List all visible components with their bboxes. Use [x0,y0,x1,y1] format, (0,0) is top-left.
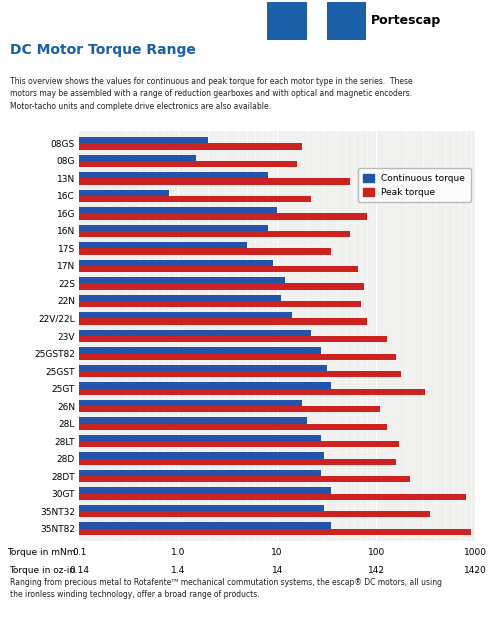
Bar [312,2,322,40]
Bar [0,476,410,482]
Bar [0,435,321,441]
Text: 1.4: 1.4 [171,566,185,575]
Bar [0,493,466,500]
Bar [0,155,196,161]
Bar [0,336,388,342]
Legend: Continuous torque, Peak torque: Continuous torque, Peak torque [358,168,471,202]
Bar [0,382,331,388]
Text: 1420: 1420 [464,566,487,575]
Text: 1000: 1000 [464,548,487,557]
Bar [0,248,331,255]
Bar [0,161,297,167]
Bar [0,371,401,377]
Text: 10: 10 [271,548,283,557]
Text: DC Motor Torque Range: DC Motor Torque Range [10,43,196,57]
Bar [0,353,396,360]
Text: 0.1: 0.1 [72,548,87,557]
Bar [0,505,324,511]
Bar [267,2,307,40]
Bar [0,196,311,202]
Bar [0,284,364,290]
Bar [0,488,331,493]
Bar [0,441,399,447]
Bar [327,2,366,40]
Text: Torque in oz-in: Torque in oz-in [9,566,75,575]
Bar [0,388,425,395]
Bar [0,319,367,324]
Bar [0,424,388,429]
Bar [0,458,396,465]
Text: Portescap: Portescap [371,14,442,28]
Text: 1.0: 1.0 [171,548,186,557]
Bar [0,522,331,529]
Text: 142: 142 [368,566,385,575]
Bar [0,301,361,307]
Bar [0,143,302,150]
Text: 0.14: 0.14 [69,566,89,575]
Bar [0,511,430,517]
Bar [0,406,380,412]
Bar [0,260,273,266]
Bar [0,207,277,214]
Bar [0,277,285,284]
Text: 14: 14 [272,566,283,575]
Bar [0,214,367,220]
Bar [0,470,321,476]
Bar [0,295,281,301]
Bar [0,417,307,424]
Bar [0,266,358,272]
Text: 10: 10 [12,619,28,629]
Text: 100: 100 [368,548,385,557]
Bar [0,231,350,237]
Bar [0,330,311,336]
Bar [0,243,248,248]
Text: This overview shows the values for continuous and peak torque for each motor typ: This overview shows the values for conti… [10,77,412,111]
Bar [0,348,321,353]
Bar [0,225,268,231]
Bar [0,138,208,143]
Bar [0,172,268,179]
Bar [0,312,292,319]
Bar [0,365,327,371]
Bar [0,452,324,458]
Bar [0,400,302,406]
Bar [0,179,350,184]
Bar [0,529,471,534]
Text: Ranging from precious metal to Rotafenteᵀᴹ mechanical commutation systems, the e: Ranging from precious metal to Rotafente… [10,578,442,600]
Bar [0,190,169,196]
Text: Torque in mNm: Torque in mNm [7,548,75,557]
